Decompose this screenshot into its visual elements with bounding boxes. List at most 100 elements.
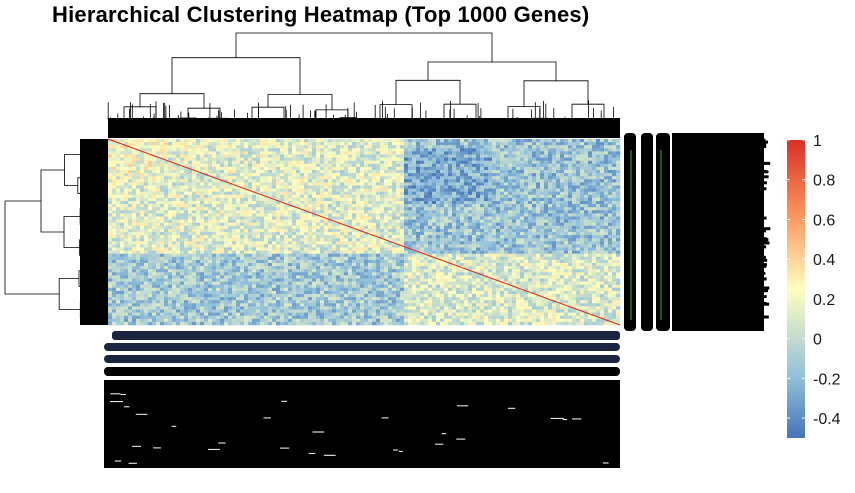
heatmap-cell	[440, 232, 445, 236]
heatmap-cell	[600, 145, 605, 149]
heatmap-cell	[328, 197, 333, 202]
heatmap-cell	[272, 201, 277, 205]
heatmap-cell	[500, 241, 505, 245]
heatmap-cell	[416, 163, 421, 168]
heatmap-cell	[508, 182, 513, 186]
heatmap-cell	[608, 194, 613, 199]
heatmap-cell	[468, 163, 473, 168]
heatmap-cell	[140, 142, 145, 146]
heatmap-cell	[204, 182, 209, 186]
heatmap-cell	[276, 241, 281, 245]
heatmap-cell	[340, 194, 345, 199]
heatmap-cell	[492, 188, 497, 192]
heatmap-cell	[448, 197, 453, 202]
heatmap-cell	[388, 194, 393, 199]
heatmap-cell	[480, 188, 485, 192]
heatmap-cell	[240, 219, 245, 223]
heatmap-cell	[356, 151, 361, 155]
heatmap-cell	[288, 204, 293, 208]
heatmap-cell	[560, 250, 565, 254]
heatmap-cell	[156, 194, 161, 199]
heatmap-cell	[444, 228, 449, 233]
heatmap-cell	[360, 176, 365, 180]
heatmap-cell	[196, 148, 201, 152]
heatmap-cell	[268, 250, 273, 254]
heatmap-cell	[480, 139, 485, 143]
heatmap-cell	[460, 194, 465, 199]
heatmap-cell	[584, 247, 589, 251]
heatmap-cell	[124, 210, 129, 214]
heatmap-cell	[272, 225, 277, 230]
heatmap-cell	[320, 160, 325, 165]
heatmap-cell	[252, 219, 257, 223]
heatmap-cell	[372, 207, 377, 211]
heatmap-cell	[308, 228, 313, 233]
heatmap-cell	[544, 166, 549, 171]
heatmap-cell	[524, 157, 529, 161]
heatmap-cell	[588, 154, 593, 158]
heatmap-cell	[492, 207, 497, 211]
heatmap-cell	[196, 194, 201, 199]
heatmap-cell	[308, 197, 313, 202]
heatmap-cell	[540, 166, 545, 171]
heatmap-cell	[612, 166, 617, 171]
heatmap-cell	[392, 185, 397, 189]
heatmap-cell	[144, 194, 149, 199]
heatmap-cell	[492, 166, 497, 171]
heatmap-cell	[508, 188, 513, 192]
heatmap-cell	[308, 179, 313, 183]
heatmap-cell	[168, 194, 173, 199]
heatmap-cell	[400, 228, 405, 233]
heatmap-cell	[196, 173, 201, 177]
heatmap-cell	[596, 247, 601, 251]
heatmap-cell	[444, 151, 449, 155]
heatmap-cell	[184, 185, 189, 189]
heatmap-cell	[308, 166, 313, 171]
heatmap-cell	[588, 222, 593, 227]
heatmap-cell	[476, 182, 481, 186]
heatmap-cell	[592, 173, 597, 177]
heatmap-cell	[300, 207, 305, 211]
heatmap-cell	[512, 142, 517, 146]
heatmap-cell	[456, 238, 461, 242]
heatmap-cell	[528, 232, 533, 236]
heatmap-cell	[408, 207, 413, 211]
heatmap-cell	[384, 222, 389, 227]
heatmap-cell	[116, 232, 121, 236]
heatmap-cell	[292, 145, 297, 149]
heatmap-cell	[560, 216, 565, 220]
heatmap-cell	[272, 166, 277, 171]
heatmap-cell	[244, 250, 249, 254]
heatmap-cell	[144, 188, 149, 192]
heatmap-cell	[356, 170, 361, 174]
heatmap-cell	[128, 182, 133, 186]
heatmap-cell	[216, 176, 221, 180]
heatmap-cell	[408, 173, 413, 177]
heatmap-cell	[132, 225, 137, 230]
heatmap-cell	[272, 247, 277, 251]
heatmap-cell	[412, 151, 417, 155]
heatmap-cell	[564, 241, 569, 245]
heatmap-cell	[456, 216, 461, 220]
heatmap-cell	[524, 219, 529, 223]
heatmap-cell	[336, 247, 341, 251]
heatmap-cell	[528, 238, 533, 242]
heatmap-cell	[176, 225, 181, 230]
heatmap-cell	[368, 250, 373, 254]
heatmap-cell	[284, 247, 289, 251]
heatmap-cell	[288, 235, 293, 239]
heatmap-cell	[572, 238, 577, 242]
heatmap-cell	[368, 170, 373, 174]
heatmap-cell	[240, 222, 245, 227]
heatmap-cell	[584, 139, 589, 143]
heatmap-cell	[348, 210, 353, 214]
heatmap-cell	[404, 157, 409, 161]
heatmap-cell	[476, 204, 481, 208]
heatmap-cell	[156, 157, 161, 161]
heatmap-cell	[216, 201, 221, 205]
heatmap-cell	[292, 191, 297, 196]
heatmap-cell	[440, 235, 445, 239]
heatmap-cell	[516, 201, 521, 205]
heatmap-cell	[364, 145, 369, 149]
heatmap-cell	[288, 163, 293, 168]
